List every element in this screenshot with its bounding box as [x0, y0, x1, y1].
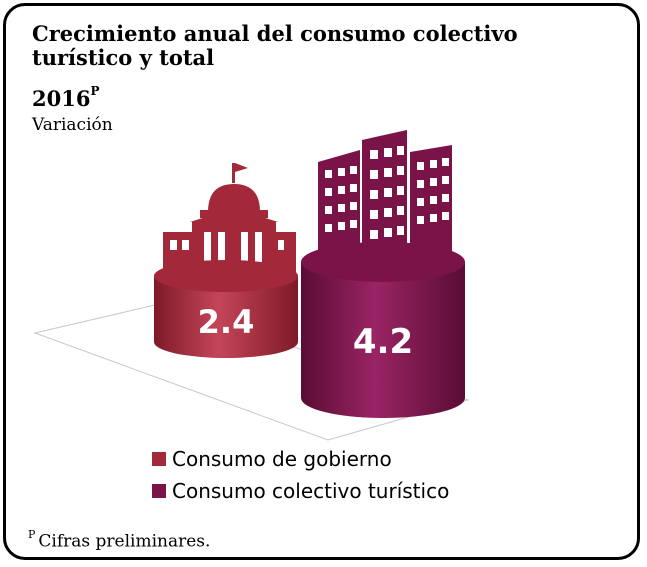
legend: Consumo de gobierno Consumo colectivo tu… — [152, 443, 449, 507]
legend-label-consumo-turistico: Consumo colectivo turístico — [172, 479, 450, 503]
footnote-text: Cifras preliminares. — [38, 531, 211, 552]
chart-subtitle: Variación — [32, 115, 113, 135]
legend-item-consumo-gobierno: Consumo de gobierno — [152, 443, 449, 475]
title-line-2: turístico y total — [32, 45, 215, 70]
data-label-consumo-turistico: 4.2 — [353, 322, 413, 362]
legend-swatch-consumo-gobierno — [152, 452, 166, 466]
bar-top-consumo-gobierno — [154, 260, 298, 292]
data-label-consumo-gobierno: 2.4 — [198, 303, 255, 341]
floor-plane — [33, 304, 470, 441]
bar-consumo-turistico — [301, 261, 465, 418]
bar-top-consumo-turistico — [301, 241, 465, 282]
city-buildings-icon — [318, 130, 452, 265]
chart-title: Crecimiento anual del consumo colectivo … — [32, 22, 592, 70]
legend-label-consumo-gobierno: Consumo de gobierno — [172, 447, 392, 471]
bars-group: 2.4 4.2 — [154, 241, 465, 418]
legend-swatch-consumo-turistico — [152, 484, 166, 498]
chart-year: 2016P — [32, 82, 99, 111]
bar-consumo-gobierno — [154, 276, 298, 358]
title-line-1: Crecimiento anual del consumo colectivo — [32, 21, 518, 46]
year-superscript: P — [90, 84, 100, 98]
year-value: 2016 — [32, 86, 91, 111]
legend-item-consumo-turistico: Consumo colectivo turístico — [152, 475, 449, 507]
footnote: P Cifras preliminares. — [28, 528, 211, 552]
footnote-marker: P — [28, 528, 36, 541]
